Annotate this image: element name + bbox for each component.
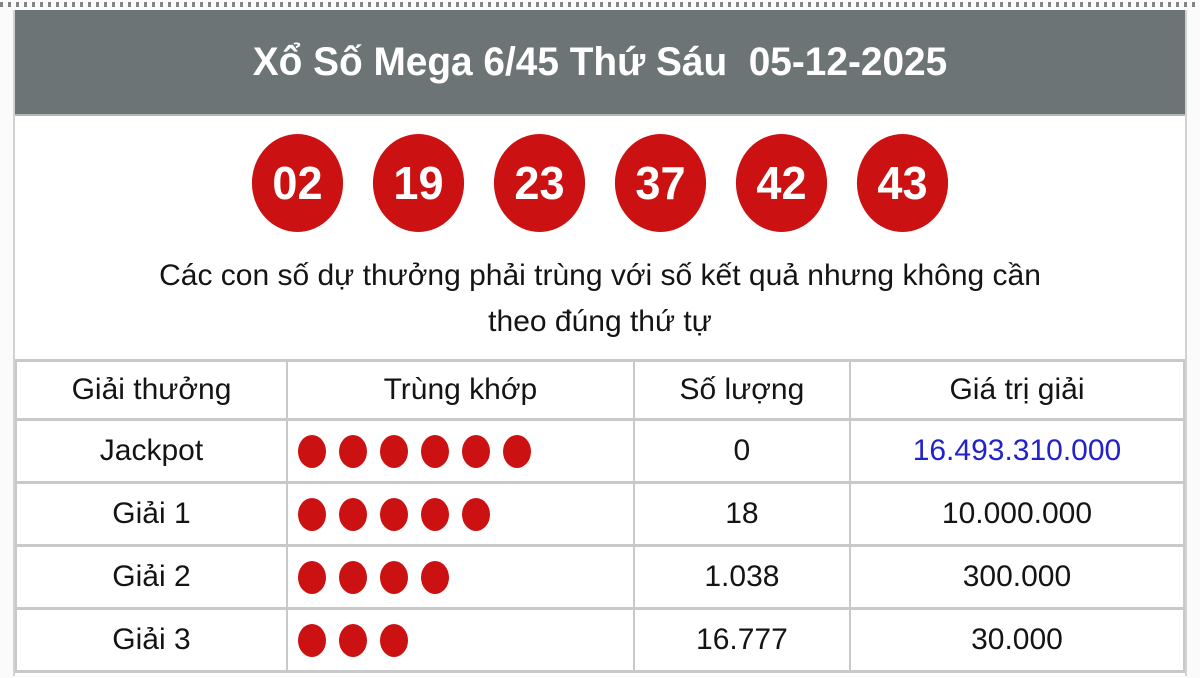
winning-number-ball: 23 [493,134,586,232]
match-dot-icon [297,435,326,469]
instruction-line-2: theo đúng thứ tự [488,304,712,338]
match-dots-cell [285,543,635,610]
match-dots-cell [285,606,635,673]
prize-table: Giải thưởng Trùng khớp Số lượng Giá trị … [15,358,1185,673]
match-dot-icon [297,561,326,595]
table-row: Giải 2 1.038 300.000 [15,543,1185,610]
match-dot-icon [420,498,449,532]
match-dots [297,435,531,469]
match-dot-icon [461,498,490,532]
prize-table-header-row: Giải thưởng Trùng khớp Số lượng Giá trị … [15,358,1185,421]
match-dots [297,624,408,658]
match-dot-icon [379,435,408,469]
winning-number-ball: 43 [856,134,949,232]
prize-table-body: Jackpot 0 16.493.310.000 Giải 1 18 10.00… [15,417,1185,673]
table-row: Jackpot 0 16.493.310.000 [15,417,1185,484]
match-dots-cell [285,417,635,484]
prize-count: 1.038 [632,543,851,610]
match-dot-icon [338,561,367,595]
match-dot-icon [297,498,326,532]
table-row: Giải 1 18 10.000.000 [15,480,1185,547]
match-dot-icon [338,624,367,658]
page-title: Xổ Số Mega 6/45 Thứ Sáu 05-12-2025 [252,39,948,84]
match-dots-cell [285,480,635,547]
table-row: Giải 3 16.777 30.000 [15,606,1185,673]
col-header-count: Số lượng [632,358,851,421]
winning-numbers-row: 02 19 23 37 42 43 [15,134,1185,232]
instruction-line-1: Các con số dự thưởng phải trùng với số k… [159,259,1041,292]
match-dots [297,498,490,532]
prize-count: 18 [632,480,851,547]
content-area: Xổ Số Mega 6/45 Thứ Sáu 05-12-2025 02 19 2… [13,10,1187,676]
match-dot-icon [338,435,367,469]
winning-number-ball: 02 [251,134,344,232]
prize-value: 300.000 [848,543,1185,610]
match-dot-icon [338,498,367,532]
prize-count: 16.777 [632,606,851,673]
prize-name: Giải 2 [15,543,288,610]
winning-number-ball: 37 [614,134,707,232]
match-dot-icon [297,624,326,658]
instruction-text: Các con số dự thưởng phải trùng với số k… [50,253,1150,345]
match-dot-icon [420,435,449,469]
match-dot-icon [379,624,408,658]
match-dot-icon [502,435,531,469]
prize-count: 0 [632,417,851,484]
header-bar: Xổ Số Mega 6/45 Thứ Sáu 05-12-2025 [15,10,1185,116]
prize-name: Jackpot [15,417,288,484]
col-header-prize: Giải thưởng [15,358,288,421]
match-dot-icon [379,498,408,532]
winning-number-ball: 19 [372,134,465,232]
prize-value: 10.000.000 [848,480,1185,547]
col-header-match: Trùng khớp [285,358,635,421]
match-dots [297,561,449,595]
match-dot-icon [461,435,490,469]
prize-name: Giải 3 [15,606,288,673]
col-header-value: Giá trị giải [848,358,1185,421]
prize-value: 30.000 [848,606,1185,673]
dotted-top-border [0,2,1200,7]
prize-name: Giải 1 [15,480,288,547]
match-dot-icon [379,561,408,595]
prize-value[interactable]: 16.493.310.000 [848,417,1185,484]
match-dot-icon [420,561,449,595]
winning-number-ball: 42 [735,134,828,232]
